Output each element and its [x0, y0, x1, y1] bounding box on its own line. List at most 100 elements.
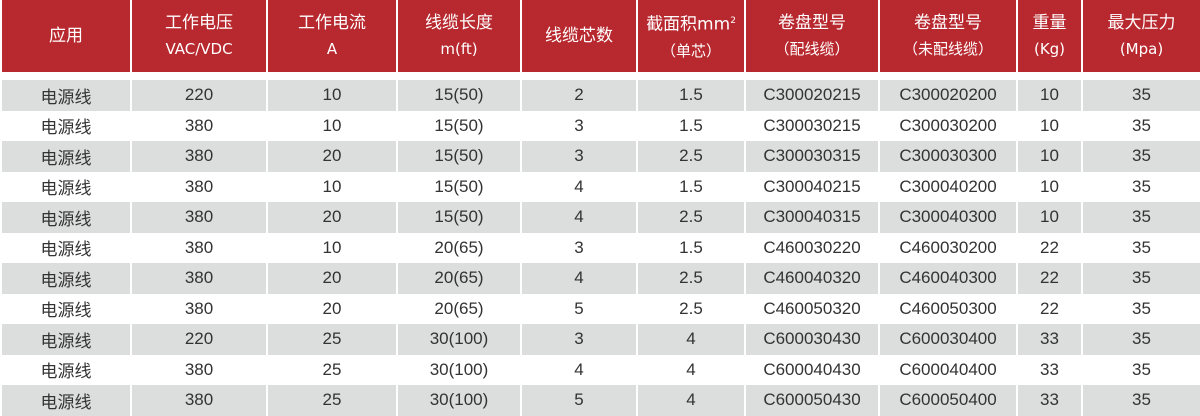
cell-weight: 22 — [1016, 263, 1083, 294]
cell-application: 电源线 — [0, 385, 132, 416]
cell-cable-length: 15(50) — [396, 171, 522, 202]
cell-application: 电源线 — [0, 354, 132, 385]
cell-max-pressure: 35 — [1081, 385, 1200, 416]
header-row: 应用 工作电压 VAC/VDC 工作电流 A 线缆长度 m(ft) 线缆芯数 截面积mm2 （单芯… — [0, 0, 1200, 72]
cell-max-pressure: 35 — [1081, 80, 1200, 111]
table-row: 电源线 220 25 30(100) 3 4 C600030430 C600030400 33 3… — [0, 324, 1200, 355]
header-unit: (Mpa) — [1119, 40, 1164, 58]
cell-current: 10 — [266, 80, 398, 111]
cell-current: 20 — [266, 263, 398, 294]
cell-max-pressure: 35 — [1081, 171, 1200, 202]
header-core-count: 线缆芯数 — [520, 0, 638, 72]
cell-reel-model-without-cable: C460050300 — [878, 293, 1018, 324]
cell-core-count: 5 — [520, 293, 638, 324]
cell-cross-section: 2.5 — [636, 263, 746, 294]
header-unit: （未配线缆） — [902, 40, 993, 58]
header-label: 线缆长度 — [425, 13, 493, 33]
cell-reel-model-with-cable: C600030430 — [744, 324, 880, 355]
cell-voltage: 380 — [130, 293, 268, 324]
header-label: 卷盘型号 — [914, 13, 982, 33]
cell-reel-model-with-cable: C600050430 — [744, 385, 880, 416]
header-unit: A — [326, 40, 338, 58]
cell-weight: 10 — [1016, 80, 1083, 111]
cell-current: 10 — [266, 171, 398, 202]
cell-max-pressure: 35 — [1081, 324, 1200, 355]
cell-weight: 22 — [1016, 293, 1083, 324]
cell-cable-length: 30(100) — [396, 354, 522, 385]
table-row: 电源线 380 20 20(65) 4 2.5 C460040320 C460040300 22… — [0, 263, 1200, 294]
header-unit: (Kg) — [1033, 40, 1066, 58]
cell-core-count: 3 — [520, 141, 638, 172]
cell-reel-model-with-cable: C300020215 — [744, 80, 880, 111]
cell-reel-model-with-cable: C460030220 — [744, 232, 880, 263]
cell-cross-section: 1.5 — [636, 232, 746, 263]
cell-cable-length: 15(50) — [396, 110, 522, 141]
cell-max-pressure: 35 — [1081, 202, 1200, 233]
cell-application: 电源线 — [0, 202, 132, 233]
cell-cable-length: 15(50) — [396, 80, 522, 111]
header-reel-model-without-cable: 卷盘型号 （未配线缆） — [878, 0, 1018, 72]
header-reel-model-with-cable: 卷盘型号 （配线缆） — [744, 0, 880, 72]
cell-application: 电源线 — [0, 263, 132, 294]
cell-max-pressure: 35 — [1081, 293, 1200, 324]
cell-weight: 33 — [1016, 354, 1083, 385]
table-row: 电源线 380 20 20(65) 5 2.5 C460050320 C460050300 22… — [0, 293, 1200, 324]
cell-cable-length: 30(100) — [396, 385, 522, 416]
cell-cross-section: 4 — [636, 354, 746, 385]
cell-cable-length: 20(65) — [396, 293, 522, 324]
cell-voltage: 380 — [130, 232, 268, 263]
cell-weight: 33 — [1016, 324, 1083, 355]
cell-cross-section: 4 — [636, 324, 746, 355]
cell-application: 电源线 — [0, 232, 132, 263]
header-label: 线缆芯数 — [545, 26, 613, 46]
table-row: 电源线 380 25 30(100) 4 4 C600040430 C600040400 33 3… — [0, 354, 1200, 385]
header-weight: 重量 (Kg) — [1016, 0, 1083, 72]
header-label: 卷盘型号 — [778, 13, 846, 33]
header-unit: VAC/VDC — [165, 40, 233, 58]
cell-max-pressure: 35 — [1081, 141, 1200, 172]
cell-reel-model-with-cable: C300030315 — [744, 141, 880, 172]
cell-reel-model-without-cable: C300030200 — [878, 110, 1018, 141]
table-row: 电源线 380 25 30(100) 5 4 C600050430 C600050400 33 3… — [0, 385, 1200, 416]
cell-core-count: 4 — [520, 263, 638, 294]
cell-reel-model-without-cable: C300040200 — [878, 171, 1018, 202]
cell-cable-length: 15(50) — [396, 141, 522, 172]
cell-weight: 10 — [1016, 141, 1083, 172]
header-unit: （配线缆） — [774, 40, 850, 58]
header-voltage: 工作电压 VAC/VDC — [130, 0, 268, 72]
header-label: 截面积mm — [646, 14, 731, 35]
cell-current: 20 — [266, 141, 398, 172]
cell-voltage: 380 — [130, 110, 268, 141]
cell-core-count: 3 — [520, 232, 638, 263]
header-label: 工作电压 — [165, 13, 233, 33]
cell-reel-model-without-cable: C300030300 — [878, 141, 1018, 172]
cell-current: 20 — [266, 293, 398, 324]
cell-cross-section: 4 — [636, 385, 746, 416]
cell-reel-model-without-cable: C600030400 — [878, 324, 1018, 355]
cell-current: 20 — [266, 202, 398, 233]
cell-core-count: 4 — [520, 171, 638, 202]
cell-current: 25 — [266, 385, 398, 416]
cell-core-count: 4 — [520, 202, 638, 233]
cell-cross-section: 1.5 — [636, 110, 746, 141]
cell-application: 电源线 — [0, 80, 132, 111]
cell-weight: 10 — [1016, 171, 1083, 202]
cell-max-pressure: 35 — [1081, 232, 1200, 263]
table-row: 电源线 380 10 20(65) 3 1.5 C460030220 C460030200 22… — [0, 232, 1200, 263]
cell-cable-length: 20(65) — [396, 232, 522, 263]
table-row: 电源线 220 10 15(50) 2 1.5 C300020215 C300020200 10… — [0, 80, 1200, 111]
cell-weight: 10 — [1016, 202, 1083, 233]
header-current: 工作电流 A — [266, 0, 398, 72]
header-label: 应用 — [49, 26, 83, 46]
cell-reel-model-with-cable: C460050320 — [744, 293, 880, 324]
header-cross-section: 截面积mm2 （单芯） — [636, 0, 746, 72]
cell-voltage: 380 — [130, 171, 268, 202]
cell-weight: 10 — [1016, 110, 1083, 141]
cell-application: 电源线 — [0, 324, 132, 355]
cell-reel-model-without-cable: C460030200 — [878, 232, 1018, 263]
cell-weight: 22 — [1016, 232, 1083, 263]
cell-current: 25 — [266, 324, 398, 355]
header-label: 工作电流 — [298, 13, 366, 33]
header-label: 重量 — [1032, 13, 1067, 33]
